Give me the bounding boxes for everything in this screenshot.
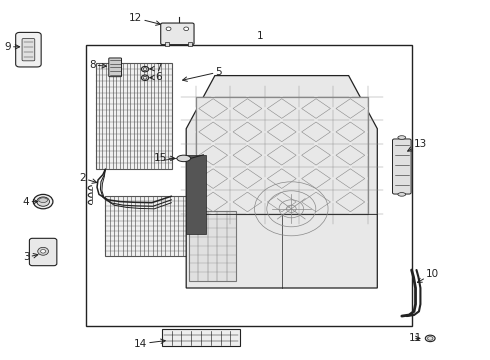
Text: 12: 12 [129, 13, 160, 25]
Ellipse shape [37, 197, 49, 206]
Ellipse shape [41, 249, 46, 253]
Ellipse shape [398, 136, 406, 139]
Ellipse shape [38, 247, 49, 255]
FancyBboxPatch shape [109, 58, 122, 77]
Text: 14: 14 [134, 339, 165, 349]
Text: 4: 4 [23, 197, 38, 207]
Text: 8: 8 [89, 60, 106, 70]
Ellipse shape [33, 194, 53, 209]
Bar [105, 196, 191, 256]
Ellipse shape [141, 66, 149, 72]
Text: 11: 11 [409, 333, 422, 343]
Bar [165, 42, 169, 46]
Text: 1: 1 [257, 31, 264, 41]
Text: 15: 15 [153, 153, 175, 163]
Ellipse shape [39, 198, 48, 202]
Bar [96, 63, 172, 169]
Ellipse shape [398, 193, 406, 196]
Bar [86, 45, 412, 326]
Bar [162, 329, 240, 346]
FancyBboxPatch shape [29, 238, 57, 266]
Text: 9: 9 [4, 42, 20, 52]
Text: 2: 2 [79, 173, 97, 183]
FancyBboxPatch shape [22, 39, 35, 61]
Text: 6: 6 [150, 72, 162, 82]
Text: 13: 13 [408, 139, 427, 151]
FancyBboxPatch shape [392, 139, 411, 194]
Bar [186, 155, 206, 234]
Text: 7: 7 [150, 63, 162, 73]
Ellipse shape [184, 27, 189, 31]
Ellipse shape [425, 335, 435, 342]
Bar [189, 211, 237, 281]
FancyBboxPatch shape [16, 32, 41, 67]
Ellipse shape [141, 75, 149, 80]
Ellipse shape [177, 155, 191, 162]
Ellipse shape [166, 27, 171, 31]
Bar [196, 97, 368, 213]
FancyBboxPatch shape [161, 23, 194, 45]
Text: 10: 10 [417, 269, 440, 283]
Polygon shape [186, 76, 377, 288]
Text: 5: 5 [183, 67, 222, 81]
Bar [188, 42, 192, 46]
Text: 3: 3 [23, 252, 38, 262]
